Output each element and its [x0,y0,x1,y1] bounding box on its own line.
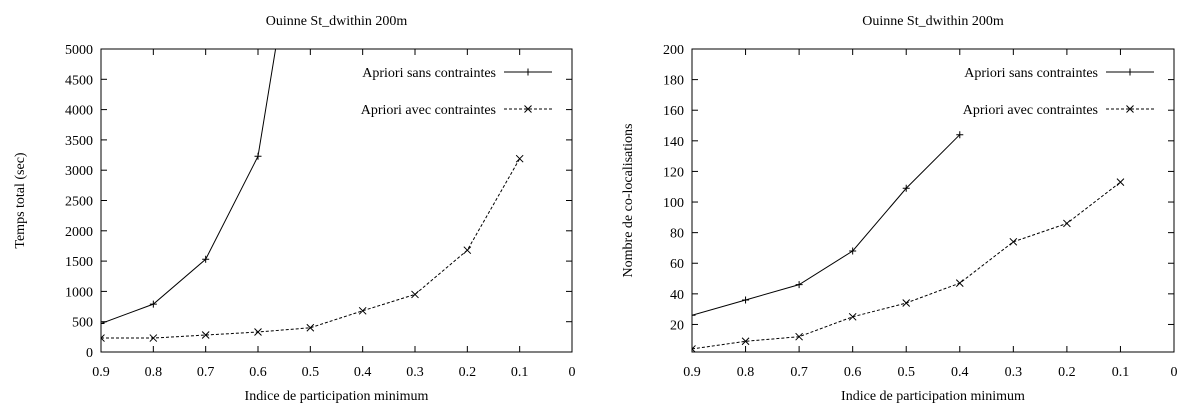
y-tick-label: 180 [663,74,684,89]
y-tick-label: 3500 [65,134,93,149]
legend-label: Apriori avec contraintes [963,103,1098,118]
y-tick-label: 4000 [65,104,93,119]
chart-temps-total: Ouinne St_dwithin 200m 0 500 1000 1500 2000 25… [13,14,576,404]
series-apriori-sans-contraintes [692,131,964,319]
y-tick-label: 500 [72,316,93,331]
series-line [101,158,521,339]
legend-marker [1126,68,1134,76]
y-tick-label: 60 [670,257,684,272]
x-tick-label: 0.7 [790,365,808,380]
y-tick-label: 0 [86,346,93,361]
x-tick-label: 0.6 [844,365,862,380]
x-tick-label: 0.5 [897,365,915,380]
y-tick-label: 160 [663,104,684,119]
data-point [306,323,315,332]
data-point [1116,178,1125,186]
data-point [254,328,262,336]
plot-frame [100,48,573,353]
chart-nombre-colocalisations: Ouinne St_dwithin 200m 20 40 60 80 100 120 140 1… [621,14,1178,404]
chart-title: Ouinne St_dwithin 200m [862,14,1004,29]
x-tick-label: 0 [569,365,576,380]
data-point [902,184,910,192]
series-apriori-avec-contraintes [101,154,524,342]
y-axis-label: Nombre de co-localisations [621,124,636,278]
x-tick-label: 0.3 [1005,365,1023,380]
data-point [515,154,524,163]
data-point [848,312,857,321]
data-point [692,311,696,319]
data-point [956,131,964,139]
data-point [955,279,964,287]
y-tick-label: 1000 [65,285,93,300]
y-tick-label: 2500 [65,195,93,210]
y-tick-label: 4500 [65,73,93,88]
x-tick-label: 0.2 [1058,365,1076,380]
data-point [849,247,857,255]
data-point [463,246,472,255]
x-tick-label: 0.9 [92,365,110,380]
legend-marker [524,68,532,76]
legend-marker [524,105,532,113]
y-tick-label: 20 [670,318,684,333]
x-tick-label: 0.9 [683,365,701,380]
data-point [741,337,750,346]
data-point [1009,237,1018,246]
series-apriori-avec-contraintes [692,178,1125,352]
x-axis-label: Indice de participation minimum [841,389,1025,404]
chart-title: Ouinne St_dwithin 200m [266,14,408,29]
data-point [742,296,750,304]
y-tick-label: 2000 [65,225,93,240]
legend-label: Apriori sans contraintes [964,66,1098,81]
plot-frame [691,48,1175,353]
data-point [101,320,105,328]
data-point [202,255,210,263]
x-tick-label: 0.8 [145,365,163,380]
legend-marker [1126,105,1134,113]
series-apriori-sans-contraintes [101,49,277,328]
data-point [795,332,803,341]
x-tick-label: 0.4 [354,365,372,380]
data-point [358,306,367,315]
x-tick-label: 0.4 [951,365,969,380]
y-tick-label: 140 [663,135,684,150]
y-tick-label: 200 [663,43,684,58]
data-point [201,331,210,339]
x-tick-label: 0.7 [197,365,215,380]
y-axis-label: Temps total (sec) [13,152,28,249]
y-tick-label: 40 [670,288,684,303]
data-point [795,281,803,289]
x-tick-label: 0.1 [1112,365,1130,380]
y-tick-label: 3000 [65,164,93,179]
y-tick-label: 1500 [65,255,93,270]
data-point [692,345,696,352]
data-point [149,300,157,308]
y-tick-label: 100 [663,196,684,211]
data-point [254,152,262,160]
data-point [101,334,105,342]
x-tick-label: 0.6 [249,365,267,380]
y-tick-label: 5000 [65,43,93,58]
x-tick-label: 0 [1171,365,1178,380]
x-tick-label: 0.8 [737,365,755,380]
data-point [149,334,158,342]
x-tick-label: 0.2 [459,365,477,380]
x-tick-label: 0.3 [406,365,424,380]
series-line [692,134,961,316]
series-line [692,181,1121,350]
y-tick-label: 120 [663,165,684,180]
data-point [1063,219,1071,228]
data-point [902,299,911,307]
x-tick-label: 0.5 [302,365,320,380]
data-point [411,290,419,299]
x-tick-label: 0.1 [511,365,529,380]
legend-label: Apriori avec contraintes [361,103,496,118]
legend-label: Apriori sans contraintes [362,66,496,81]
y-tick-label: 80 [670,227,684,242]
x-axis-label: Indice de participation minimum [245,389,429,404]
